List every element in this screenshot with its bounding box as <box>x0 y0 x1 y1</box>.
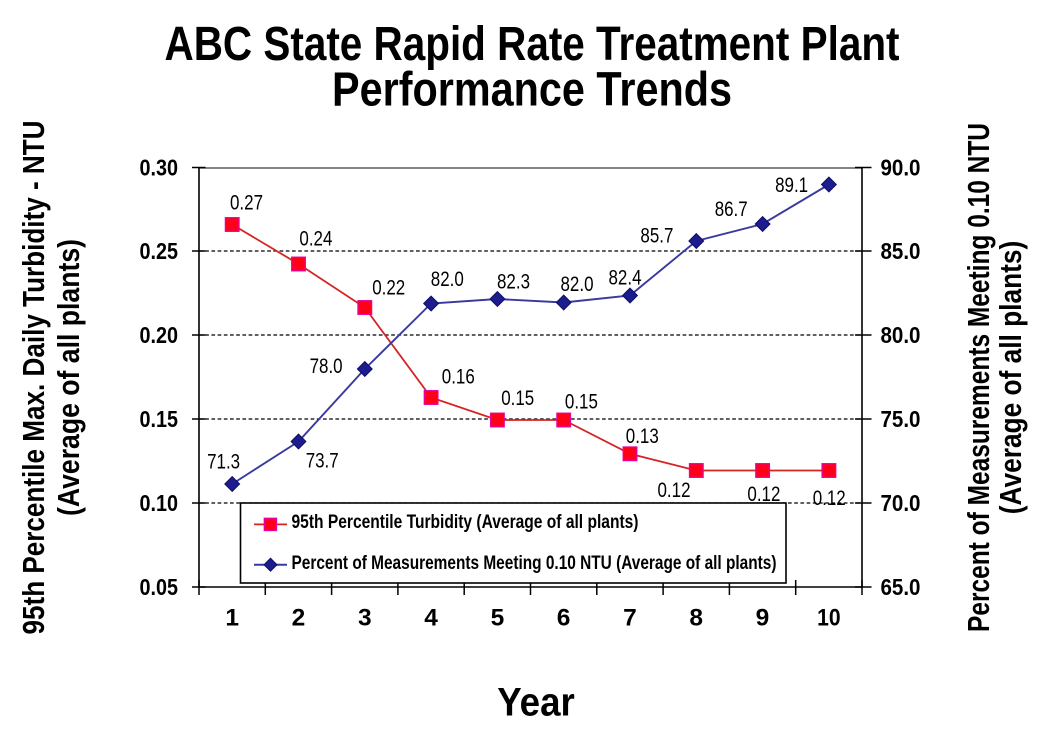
svg-text:0.15: 0.15 <box>565 391 598 414</box>
svg-text:2: 2 <box>292 605 306 632</box>
svg-text:0.30: 0.30 <box>140 155 179 181</box>
svg-text:85.7: 85.7 <box>640 224 673 247</box>
svg-text:0.24: 0.24 <box>299 228 332 251</box>
svg-text:70.0: 70.0 <box>881 490 921 516</box>
svg-text:6: 6 <box>557 605 571 632</box>
svg-text:95th Percentile Turbidity (Ave: 95th Percentile Turbidity (Average of al… <box>292 512 639 533</box>
svg-text:4: 4 <box>424 605 438 632</box>
svg-text:0.20: 0.20 <box>140 322 179 348</box>
svg-text:9: 9 <box>756 605 770 632</box>
svg-text:8: 8 <box>689 605 703 632</box>
svg-text:78.0: 78.0 <box>310 355 343 378</box>
svg-text:82.0: 82.0 <box>431 268 464 291</box>
svg-text:86.7: 86.7 <box>715 198 748 221</box>
svg-text:(Average of all plants): (Average of all plants) <box>51 239 86 516</box>
svg-text:80.0: 80.0 <box>881 322 921 348</box>
svg-text:95th Percentile Max. Daily Tur: 95th Percentile Max. Daily Turbidity - N… <box>16 121 51 635</box>
svg-text:ABC State Rapid Rate Treatment: ABC State Rapid Rate Treatment Plant <box>165 18 900 71</box>
svg-text:0.10: 0.10 <box>140 490 179 516</box>
svg-text:75.0: 75.0 <box>881 406 921 432</box>
svg-text:65.0: 65.0 <box>881 574 921 600</box>
svg-text:3: 3 <box>358 605 372 632</box>
svg-text:90.0: 90.0 <box>881 155 921 181</box>
svg-text:0.22: 0.22 <box>372 277 405 300</box>
svg-text:7: 7 <box>623 605 637 632</box>
svg-text:Performance Trends: Performance Trends <box>332 64 732 117</box>
svg-text:0.05: 0.05 <box>140 574 179 600</box>
svg-text:0.13: 0.13 <box>626 425 659 448</box>
svg-text:0.12: 0.12 <box>658 479 691 502</box>
svg-text:Year: Year <box>497 681 575 725</box>
svg-text:Percent of Measurements Meetin: Percent of Measurements Meeting 0.10 NTU <box>961 123 996 632</box>
svg-text:85.0: 85.0 <box>881 238 921 264</box>
svg-text:5: 5 <box>491 605 505 632</box>
svg-text:71.3: 71.3 <box>207 451 240 474</box>
svg-text:0.12: 0.12 <box>747 483 780 506</box>
svg-text:82.4: 82.4 <box>609 267 642 290</box>
svg-text:Percent of Measurements Meetin: Percent of Measurements Meeting 0.10 NTU… <box>292 553 777 574</box>
svg-text:73.7: 73.7 <box>306 450 339 473</box>
svg-text:0.16: 0.16 <box>442 366 475 389</box>
svg-text:0.27: 0.27 <box>230 192 263 215</box>
svg-text:82.3: 82.3 <box>497 271 530 294</box>
svg-text:(Average of all plants): (Average of all plants) <box>993 241 1028 515</box>
svg-text:0.12: 0.12 <box>813 487 846 510</box>
svg-text:82.0: 82.0 <box>561 273 594 296</box>
svg-text:10: 10 <box>817 605 841 632</box>
svg-text:1: 1 <box>225 605 239 632</box>
svg-text:0.25: 0.25 <box>140 238 179 264</box>
svg-text:0.15: 0.15 <box>501 387 534 410</box>
svg-text:0.15: 0.15 <box>140 406 179 432</box>
svg-text:89.1: 89.1 <box>775 174 808 197</box>
